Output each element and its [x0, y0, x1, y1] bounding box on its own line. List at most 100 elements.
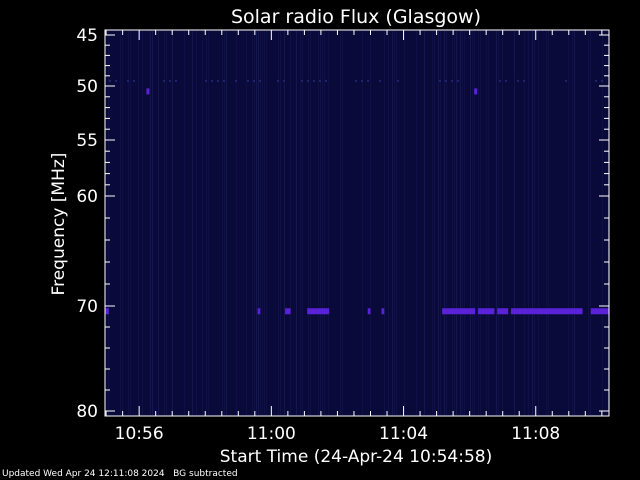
time-stripe	[574, 31, 575, 415]
time-stripe	[532, 31, 533, 415]
time-stripe	[384, 31, 385, 415]
time-stripe	[524, 31, 525, 415]
y-tick-label: 45	[76, 26, 98, 46]
time-stripe	[142, 31, 143, 415]
time-stripe	[130, 31, 131, 415]
time-stripe	[572, 31, 573, 415]
time-stripe	[192, 31, 193, 415]
faint-dot	[445, 79, 447, 82]
time-stripe	[444, 31, 445, 415]
time-stripe	[588, 31, 589, 415]
time-stripe	[108, 31, 109, 415]
emission-segment	[590, 308, 609, 315]
time-stripes	[108, 31, 609, 415]
faint-dot	[517, 79, 519, 82]
faint-dot	[505, 79, 507, 82]
time-stripe	[340, 31, 341, 415]
time-stripe	[514, 31, 515, 415]
time-stripe	[434, 31, 435, 415]
time-stripe	[328, 31, 329, 415]
time-stripe	[568, 31, 569, 415]
time-stripe	[452, 31, 453, 415]
time-stripe	[196, 31, 197, 415]
faint-dot	[283, 79, 285, 82]
faint-dot	[109, 79, 111, 82]
faint-dot	[499, 79, 501, 82]
faint-dot	[313, 79, 315, 82]
faint-dot	[127, 79, 129, 82]
time-stripe	[456, 31, 457, 415]
emission-segment	[257, 308, 261, 315]
time-stripe	[446, 31, 447, 415]
time-stripe	[152, 31, 153, 415]
faint-dot	[175, 79, 177, 82]
time-stripe	[370, 31, 371, 415]
x-axis: 10:56 11:00 11:04 11:08	[105, 30, 603, 444]
time-stripe	[534, 31, 535, 415]
time-stripe	[164, 31, 165, 415]
time-stripe	[208, 31, 209, 415]
time-stripe	[224, 31, 225, 415]
faint-dot	[205, 79, 207, 82]
burst-feature	[474, 88, 478, 95]
time-stripe	[254, 31, 255, 415]
y-axis-label: Frequency [MHz]	[49, 153, 69, 296]
footer-status: Updated Wed Apr 24 12:11:08 2024 BG subt…	[2, 469, 238, 479]
time-stripe	[362, 31, 363, 415]
x-tick-label: 11:00	[247, 424, 296, 444]
time-stripe	[396, 31, 397, 415]
time-stripe	[438, 31, 439, 415]
emission-band	[105, 308, 609, 315]
time-stripe	[256, 31, 257, 415]
time-stripe	[502, 31, 503, 415]
faint-dot	[319, 79, 321, 82]
faint-dot	[439, 79, 441, 82]
time-stripe	[474, 31, 475, 415]
time-stripe	[120, 31, 121, 415]
faint-dot	[397, 79, 399, 82]
time-stripe	[296, 31, 297, 415]
faint-dot	[277, 79, 279, 82]
chart-title: Solar radio Flux (Glasgow)	[231, 6, 481, 28]
y-axis: 45 50 55 60 70 80	[76, 26, 609, 422]
time-stripe	[496, 31, 497, 415]
time-stripe	[308, 31, 309, 415]
time-stripe	[460, 31, 461, 415]
emission-segment	[442, 308, 476, 315]
time-stripe	[258, 31, 259, 415]
time-stripe	[498, 31, 499, 415]
time-stripe	[528, 31, 529, 415]
time-stripe	[590, 31, 591, 415]
faint-dot	[601, 79, 603, 82]
faint-dot	[211, 79, 213, 82]
time-stripe	[548, 31, 549, 415]
time-stripe	[440, 31, 441, 415]
time-stripe	[424, 31, 425, 415]
faint-dot	[301, 79, 303, 82]
time-stripe	[262, 31, 263, 415]
time-stripe	[324, 31, 325, 415]
time-stripe	[202, 31, 203, 415]
time-stripe	[470, 31, 471, 415]
time-stripe	[320, 31, 321, 415]
faint-dot	[355, 79, 357, 82]
time-stripe	[464, 31, 465, 415]
time-stripe	[472, 31, 473, 415]
time-stripe	[252, 31, 253, 415]
y-tick-label: 70	[76, 297, 98, 317]
faint-dot	[565, 79, 567, 82]
time-stripe	[138, 31, 139, 415]
y-tick-label: 80	[76, 402, 98, 422]
spectrogram-background	[105, 30, 609, 416]
faint-dot	[253, 79, 255, 82]
time-stripe	[416, 31, 417, 415]
plot-frame	[104, 29, 610, 417]
time-stripe	[478, 31, 479, 415]
faint-dot	[595, 79, 597, 82]
time-stripe	[318, 31, 319, 415]
time-stripe	[128, 31, 129, 415]
time-stripe	[546, 31, 547, 415]
time-stripe	[462, 31, 463, 415]
time-stripe	[166, 31, 167, 415]
